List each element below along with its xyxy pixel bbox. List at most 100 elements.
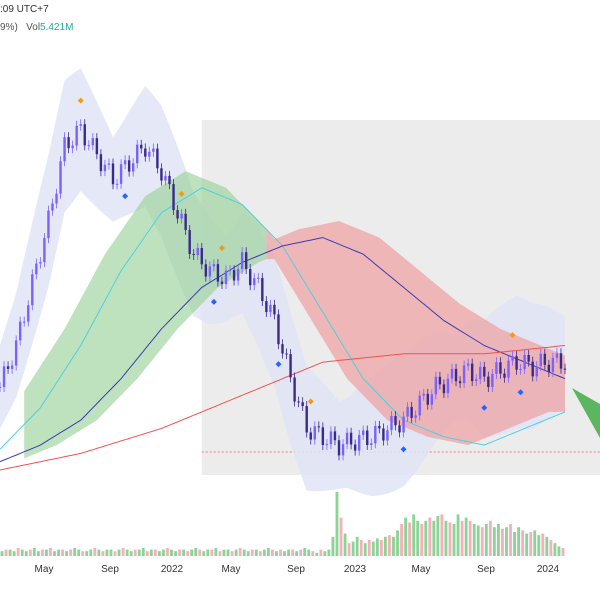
volume-bar <box>121 548 125 556</box>
volume-bar <box>32 548 36 556</box>
candle-body <box>160 168 163 181</box>
volume-bar <box>323 551 327 556</box>
candle-body <box>531 361 534 377</box>
candle-body <box>539 353 542 367</box>
volume-bar <box>262 549 266 556</box>
x-tick-label: Sep <box>101 564 119 575</box>
volume-bar <box>16 548 20 556</box>
volume-bar <box>206 549 210 556</box>
volume-bar <box>315 552 319 556</box>
volume-bar <box>97 549 101 556</box>
candle-body <box>188 229 191 254</box>
volume-bar <box>24 551 28 556</box>
volume-bar <box>561 548 565 556</box>
candle-body <box>438 376 442 385</box>
candle-body <box>353 444 357 451</box>
candle-body <box>224 270 228 285</box>
volume-bar <box>266 548 270 556</box>
volume-bar <box>339 517 343 556</box>
volume-bar <box>40 549 44 556</box>
candle-body <box>0 387 2 388</box>
candle-body <box>236 269 240 281</box>
candle-body <box>293 377 296 402</box>
volume-bar <box>53 551 56 556</box>
candle-body <box>458 381 462 384</box>
candle-body <box>357 434 361 451</box>
candle-body <box>10 365 14 369</box>
candle-body <box>503 373 506 378</box>
volume-bar <box>375 538 379 556</box>
candle-body <box>119 164 123 184</box>
volume-bar <box>174 551 177 556</box>
candle-body <box>2 366 6 387</box>
candle-body <box>23 321 26 323</box>
candle-body <box>527 354 530 362</box>
candle-body <box>305 406 308 433</box>
volume-bar <box>371 541 375 556</box>
candle-body <box>140 144 143 149</box>
volume-bar <box>230 551 234 556</box>
volume-bar <box>464 517 468 556</box>
candle-body <box>148 151 151 157</box>
candle-body <box>156 148 159 169</box>
volume-bar <box>101 551 105 556</box>
volume-bar <box>513 532 516 556</box>
volume-bar <box>222 549 226 556</box>
candle-body <box>329 431 333 445</box>
candle-body <box>337 440 341 456</box>
candle-body <box>281 344 284 354</box>
candle-body <box>257 277 260 279</box>
volume-readout: 9%) Vol5.421M <box>0 22 73 33</box>
volume-bar <box>202 551 206 556</box>
x-tick-label: 2024 <box>537 564 560 575</box>
volume-bar <box>186 551 190 556</box>
candle-body <box>535 366 538 377</box>
candle-body <box>212 264 216 267</box>
x-tick-label: May <box>412 564 431 575</box>
volume-bar <box>480 527 484 556</box>
candle-body <box>18 321 22 341</box>
candle-body <box>374 425 377 444</box>
volume-bar <box>428 517 432 556</box>
volume-bar <box>335 492 339 556</box>
candle-body <box>6 366 10 369</box>
volume-value: 5.421M <box>40 22 74 33</box>
candle-body <box>349 432 353 445</box>
candle-body <box>309 432 312 440</box>
candle-body <box>192 253 195 256</box>
volume-bar <box>367 540 371 556</box>
candle-body <box>265 301 268 313</box>
volume-bar <box>412 514 416 556</box>
volume-bar <box>327 549 331 556</box>
candle-body <box>390 416 393 431</box>
candle-body <box>547 364 551 373</box>
volume-bar <box>190 549 194 556</box>
candle-body <box>475 379 478 382</box>
candle-body <box>422 393 425 396</box>
volume-bar <box>347 543 351 556</box>
volume-label: Vol <box>26 22 41 33</box>
candle-body <box>470 363 474 382</box>
candle-body <box>269 304 272 313</box>
candle-body <box>515 356 518 370</box>
volume-bar <box>452 524 456 556</box>
volume-bar <box>57 549 60 556</box>
volume-bar <box>307 549 311 556</box>
candle-body <box>83 124 86 146</box>
volume-bar <box>4 549 8 556</box>
candle-body <box>325 444 329 446</box>
volume-bar <box>396 530 399 556</box>
volume-bar <box>149 549 153 556</box>
volume-bar <box>117 549 121 556</box>
volume-bar <box>355 536 359 556</box>
candle-body <box>563 368 567 370</box>
volume-bar <box>0 551 4 556</box>
volume-bar <box>541 533 545 556</box>
candle-body <box>253 278 256 286</box>
volume-bar <box>153 549 157 556</box>
volume-bar <box>488 520 492 556</box>
volume-bar <box>157 551 161 556</box>
candle-body <box>47 210 50 239</box>
volume-bar <box>291 549 295 556</box>
